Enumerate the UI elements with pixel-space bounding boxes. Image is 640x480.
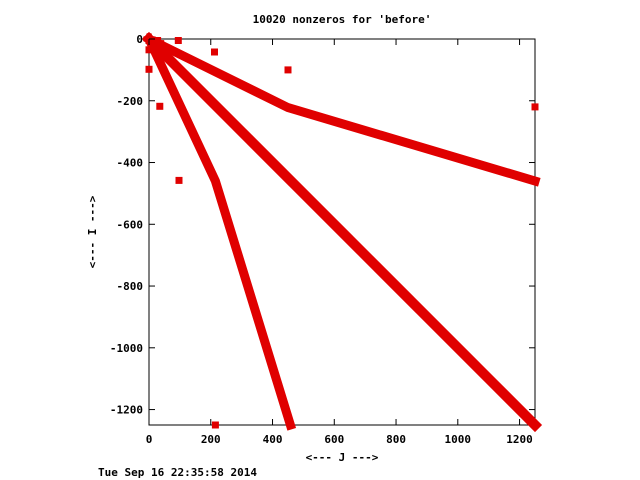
nonzero-point-6 bbox=[153, 42, 161, 50]
nonzero-band-3 bbox=[143, 33, 297, 431]
nonzero-point-7 bbox=[157, 40, 165, 48]
x-axis-label: <--- J ---> bbox=[306, 451, 379, 464]
nonzero-band-2 bbox=[141, 31, 543, 433]
x-tick-label-1: 200 bbox=[201, 433, 221, 446]
nonzero-point-12 bbox=[175, 176, 183, 184]
nonzero-point-2 bbox=[148, 36, 156, 44]
y-axis-label: <--- I ---> bbox=[86, 195, 99, 268]
nonzero-point-9 bbox=[156, 102, 164, 110]
plot-frame bbox=[148, 38, 536, 426]
y-tick-label-0: 0 bbox=[136, 33, 143, 46]
nonzero-point-11 bbox=[284, 66, 292, 74]
nonzero-point-13 bbox=[531, 103, 539, 111]
x-tick-label-5: 1000 bbox=[445, 433, 472, 446]
x-tick-label-2: 400 bbox=[263, 433, 283, 446]
axis-ticks: 0 200 400 600 800 1000 1200 0 -200 -400 -600 -800 -1… bbox=[110, 33, 535, 446]
nonzero-point-14 bbox=[211, 421, 219, 429]
timestamp: Tue Sep 16 22:35:58 2014 bbox=[98, 466, 257, 479]
x-tick-label-3: 600 bbox=[324, 433, 344, 446]
nonzero-band-1 bbox=[142, 32, 541, 187]
chart-title: 10020 nonzeros for 'before' bbox=[253, 13, 432, 26]
x-tick-label-4: 800 bbox=[386, 433, 406, 446]
nonzero-point-8 bbox=[145, 65, 153, 73]
y-tick-label-1: -200 bbox=[117, 95, 144, 108]
nonzero-point-5 bbox=[145, 46, 153, 54]
y-tick-label-4: -800 bbox=[117, 280, 144, 293]
y-tick-label-2: -400 bbox=[117, 157, 144, 170]
data-marks bbox=[141, 31, 543, 433]
y-tick-label-5: -1000 bbox=[110, 342, 143, 355]
y-tick-label-6: -1200 bbox=[110, 404, 143, 417]
x-tick-label-6: 1200 bbox=[506, 433, 533, 446]
y-tick-label-3: -600 bbox=[117, 218, 144, 231]
x-tick-label-0: 0 bbox=[146, 433, 153, 446]
nonzero-point-10 bbox=[211, 48, 218, 56]
nonzero-point-4 bbox=[174, 37, 182, 44]
